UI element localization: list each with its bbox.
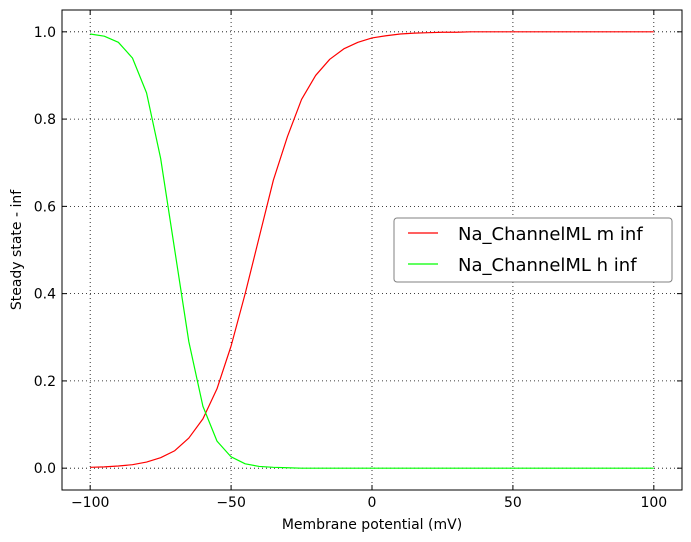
x-tick-label: 100 xyxy=(640,495,667,511)
legend: Na_ChannelML m inf Na_ChannelML h inf xyxy=(393,217,673,283)
y-tick-label: 0.2 xyxy=(34,374,56,390)
y-tick-label: 0.6 xyxy=(34,199,56,215)
y-tick-label: 0.0 xyxy=(34,461,56,477)
y-axis-label: Steady state - inf xyxy=(9,189,25,310)
x-tick-label: 0 xyxy=(368,495,377,511)
x-tick-label: 50 xyxy=(504,495,522,511)
y-tick-label: 0.8 xyxy=(34,112,56,128)
x-tick-label: −100 xyxy=(71,495,109,511)
axis-ticks: −100 −50 0 50 100 0.0 0.2 0.4 0.6 0.8 1.0 xyxy=(34,10,682,511)
x-tick-label: −50 xyxy=(216,495,246,511)
plot-series xyxy=(90,31,654,469)
y-tick-label: 1.0 xyxy=(34,25,56,41)
legend-label-m-inf: Na_ChannelML m inf xyxy=(458,224,643,245)
series-h-inf-line xyxy=(90,33,654,469)
series-m-inf-line xyxy=(90,31,654,468)
legend-box xyxy=(393,217,673,283)
legend-label-h-inf: Na_ChannelML h inf xyxy=(458,255,637,276)
x-axis-label: Membrane potential (mV) xyxy=(282,517,462,533)
y-tick-label: 0.4 xyxy=(34,287,56,303)
